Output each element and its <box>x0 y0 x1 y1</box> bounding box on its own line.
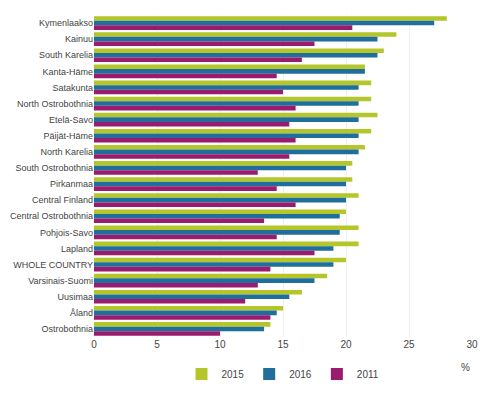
svg-text:Varsinais-Suomi: Varsinais-Suomi <box>28 276 93 286</box>
svg-text:Pirkanmaa: Pirkanmaa <box>50 179 93 189</box>
svg-text:Kymenlaakso: Kymenlaakso <box>39 18 93 28</box>
svg-text:10: 10 <box>214 339 226 350</box>
svg-text:WHOLE COUNTRY: WHOLE COUNTRY <box>13 260 93 270</box>
svg-text:30: 30 <box>466 339 478 350</box>
svg-text:Päijät-Häme: Päijät-Häme <box>43 131 93 141</box>
svg-text:South Ostrobothnia: South Ostrobothnia <box>15 163 93 173</box>
svg-text:2015: 2015 <box>222 369 245 380</box>
svg-text:Åland: Åland <box>70 308 93 318</box>
svg-text:Kainuu: Kainuu <box>65 34 93 44</box>
svg-text:20: 20 <box>340 339 352 350</box>
svg-text:Central Finland: Central Finland <box>32 195 93 205</box>
svg-text:South Karelia: South Karelia <box>39 50 93 60</box>
svg-text:Etelä-Savo: Etelä-Savo <box>49 115 93 125</box>
svg-text:2011: 2011 <box>357 369 379 380</box>
svg-text:North Karelia: North Karelia <box>40 147 93 157</box>
svg-text:Kanta-Häme: Kanta-Häme <box>42 67 93 77</box>
svg-text:Central Ostrobothnia: Central Ostrobothnia <box>10 211 93 221</box>
svg-text:%: % <box>461 362 470 373</box>
svg-text:Ostrobothnia: Ostrobothnia <box>41 324 93 334</box>
svg-text:North Ostrobothnia: North Ostrobothnia <box>17 99 93 109</box>
svg-text:5: 5 <box>154 339 160 350</box>
svg-text:25: 25 <box>403 339 415 350</box>
svg-text:Lapland: Lapland <box>61 244 93 254</box>
svg-text:2016: 2016 <box>289 369 312 380</box>
svg-text:Satakunta: Satakunta <box>52 83 93 93</box>
svg-text:15: 15 <box>277 339 289 350</box>
svg-text:0: 0 <box>91 339 97 350</box>
svg-text:Uusimaa: Uusimaa <box>57 292 93 302</box>
svg-text:Pohjois-Savo: Pohjois-Savo <box>40 228 93 238</box>
